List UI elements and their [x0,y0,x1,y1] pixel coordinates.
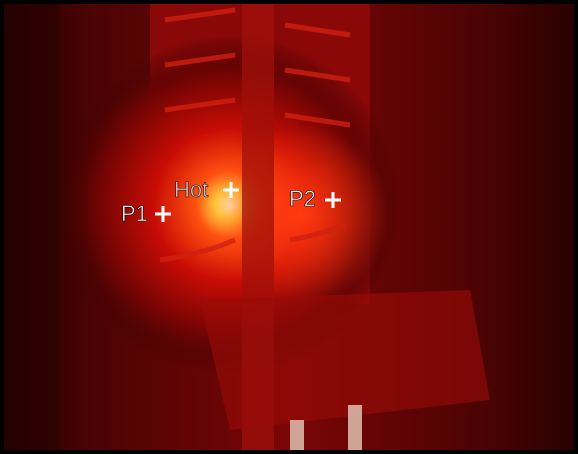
breakers [159,7,351,263]
cables [290,405,362,450]
marker-label: P1 [121,201,148,226]
rail-holes [430,40,440,244]
lower-housing [200,290,490,430]
marker-label: P2 [289,186,316,211]
crosshairs [155,182,341,222]
marker-label: Hot [174,177,208,202]
